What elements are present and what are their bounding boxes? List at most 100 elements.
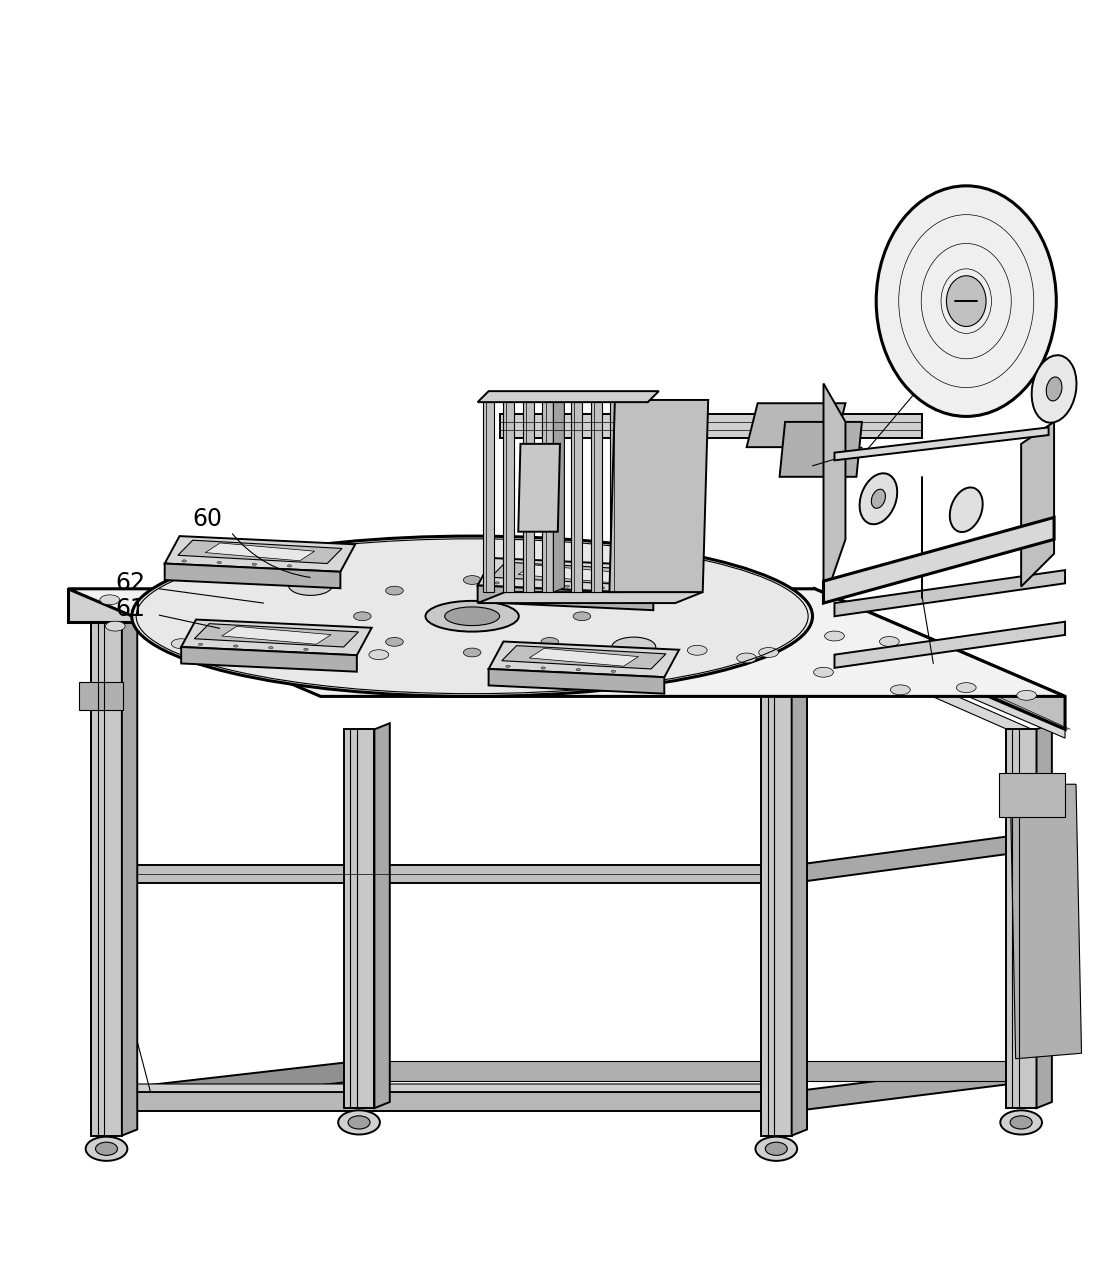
Ellipse shape: [956, 683, 976, 693]
Polygon shape: [792, 833, 1037, 883]
Polygon shape: [780, 448, 862, 477]
Ellipse shape: [513, 652, 517, 654]
Ellipse shape: [612, 670, 616, 672]
Ellipse shape: [541, 586, 559, 595]
Polygon shape: [344, 729, 374, 1109]
Ellipse shape: [601, 586, 605, 589]
Ellipse shape: [498, 575, 503, 577]
Ellipse shape: [1032, 355, 1076, 422]
Ellipse shape: [1046, 377, 1062, 400]
Polygon shape: [181, 620, 371, 656]
Polygon shape: [489, 642, 679, 677]
Polygon shape: [523, 400, 534, 591]
Polygon shape: [834, 570, 1065, 616]
Polygon shape: [621, 395, 632, 591]
Polygon shape: [542, 400, 553, 591]
Polygon shape: [1021, 422, 1054, 586]
Polygon shape: [181, 647, 357, 672]
Ellipse shape: [618, 657, 623, 658]
Ellipse shape: [463, 576, 481, 584]
Ellipse shape: [604, 580, 608, 582]
Ellipse shape: [565, 585, 570, 588]
Polygon shape: [787, 622, 1032, 740]
Ellipse shape: [541, 638, 559, 647]
Polygon shape: [489, 668, 664, 694]
Polygon shape: [591, 400, 602, 591]
Polygon shape: [91, 1092, 792, 1111]
Ellipse shape: [1010, 1116, 1032, 1129]
Ellipse shape: [348, 1116, 370, 1129]
Polygon shape: [205, 543, 314, 561]
Ellipse shape: [755, 1137, 797, 1161]
Ellipse shape: [369, 649, 389, 659]
Ellipse shape: [506, 666, 511, 667]
Ellipse shape: [425, 600, 518, 631]
Polygon shape: [165, 536, 355, 572]
Polygon shape: [122, 616, 137, 1135]
Ellipse shape: [259, 549, 264, 552]
Polygon shape: [780, 422, 862, 477]
Ellipse shape: [615, 663, 619, 666]
Ellipse shape: [289, 576, 333, 595]
Polygon shape: [165, 563, 340, 588]
Ellipse shape: [288, 565, 292, 567]
Polygon shape: [478, 391, 659, 402]
Polygon shape: [483, 400, 494, 591]
Ellipse shape: [876, 186, 1056, 417]
Ellipse shape: [495, 581, 500, 584]
Ellipse shape: [502, 568, 506, 570]
Ellipse shape: [217, 562, 222, 563]
Ellipse shape: [311, 635, 315, 636]
Ellipse shape: [294, 552, 299, 553]
Polygon shape: [178, 540, 341, 563]
Ellipse shape: [289, 638, 333, 657]
Polygon shape: [478, 585, 653, 611]
Ellipse shape: [569, 579, 573, 580]
Ellipse shape: [338, 1110, 380, 1134]
Polygon shape: [571, 400, 582, 591]
Ellipse shape: [572, 571, 576, 574]
Ellipse shape: [385, 638, 403, 647]
Ellipse shape: [583, 654, 587, 657]
Ellipse shape: [759, 648, 778, 657]
Ellipse shape: [269, 647, 273, 649]
Ellipse shape: [580, 662, 584, 663]
Polygon shape: [518, 565, 627, 582]
Ellipse shape: [182, 559, 187, 562]
Polygon shape: [834, 427, 1049, 461]
Polygon shape: [91, 1084, 807, 1092]
Ellipse shape: [537, 570, 541, 572]
Ellipse shape: [612, 576, 656, 595]
Ellipse shape: [687, 645, 707, 656]
Ellipse shape: [253, 563, 257, 566]
Ellipse shape: [186, 553, 190, 556]
Ellipse shape: [202, 636, 206, 639]
Text: 60: 60: [192, 507, 222, 531]
Ellipse shape: [224, 548, 228, 550]
Ellipse shape: [86, 1137, 127, 1161]
Ellipse shape: [240, 631, 245, 634]
Polygon shape: [792, 616, 807, 1135]
Ellipse shape: [205, 630, 210, 631]
Polygon shape: [91, 1061, 359, 1111]
Ellipse shape: [237, 638, 242, 640]
Polygon shape: [374, 724, 390, 1109]
Polygon shape: [1010, 784, 1082, 1058]
Ellipse shape: [509, 658, 514, 661]
Ellipse shape: [307, 642, 312, 644]
Polygon shape: [503, 400, 514, 591]
Ellipse shape: [463, 648, 481, 657]
Ellipse shape: [96, 1142, 117, 1156]
Polygon shape: [478, 558, 668, 594]
Ellipse shape: [304, 648, 309, 650]
Ellipse shape: [879, 636, 899, 647]
Polygon shape: [478, 591, 703, 603]
Ellipse shape: [234, 645, 238, 647]
Polygon shape: [68, 589, 815, 622]
Polygon shape: [500, 414, 922, 439]
Polygon shape: [194, 624, 358, 647]
Text: 62: 62: [115, 571, 145, 595]
Polygon shape: [502, 645, 665, 668]
Ellipse shape: [189, 547, 193, 548]
Ellipse shape: [272, 640, 277, 642]
